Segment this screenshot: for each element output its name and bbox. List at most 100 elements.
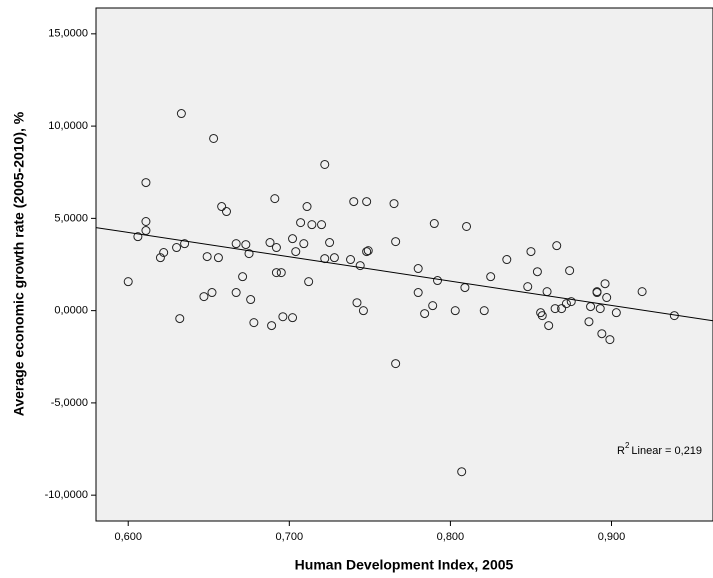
point <box>180 239 190 249</box>
x-tick-label: 0,600 <box>114 531 142 543</box>
point <box>637 287 647 297</box>
point <box>428 301 438 311</box>
point <box>420 309 430 319</box>
annotation-sup: 2 <box>625 441 630 450</box>
point <box>413 264 423 274</box>
point <box>265 238 275 248</box>
point <box>557 304 567 314</box>
point <box>566 297 576 307</box>
point <box>479 306 489 316</box>
point <box>462 221 472 231</box>
point <box>209 133 219 143</box>
point <box>532 267 542 277</box>
point <box>352 298 362 308</box>
point <box>271 268 281 278</box>
point <box>433 276 443 286</box>
y-tick-label: -5,0000 <box>51 397 88 409</box>
point <box>288 313 298 323</box>
point <box>270 194 280 204</box>
point <box>249 318 259 328</box>
point <box>175 314 185 324</box>
point <box>304 277 314 287</box>
point <box>561 299 571 309</box>
x-axis-title: Human Development Index, 2005 <box>295 557 514 573</box>
point <box>291 247 301 257</box>
point <box>231 288 241 298</box>
point <box>544 321 554 331</box>
point <box>155 253 165 263</box>
point <box>325 238 335 248</box>
point <box>302 202 312 212</box>
point <box>141 178 151 188</box>
y-tick-label: 15,0000 <box>48 28 88 40</box>
point <box>329 253 339 263</box>
point <box>391 359 401 369</box>
point <box>241 240 251 250</box>
y-tick-label: 5,0000 <box>54 212 88 224</box>
point <box>299 239 309 249</box>
point <box>133 232 143 242</box>
point <box>123 277 133 287</box>
point <box>231 239 241 249</box>
point <box>595 304 605 314</box>
point <box>526 247 536 257</box>
point <box>246 295 256 305</box>
point <box>597 329 607 339</box>
point <box>307 220 317 230</box>
point <box>457 467 467 477</box>
point <box>172 243 182 253</box>
y-tick-label: 10,0000 <box>48 120 88 132</box>
point <box>584 317 594 327</box>
fit-annotation: R2 Linear = 0,219 <box>617 441 702 457</box>
point <box>199 292 209 302</box>
point <box>552 241 562 251</box>
point <box>592 288 602 298</box>
point <box>346 255 356 265</box>
point <box>355 261 365 271</box>
point <box>389 199 399 209</box>
y-tick-label: -10,0000 <box>45 489 88 501</box>
y-tick-label: 0,0000 <box>54 305 88 317</box>
point <box>221 207 231 217</box>
y-axis-title: Average economic growth rate (2005-2010)… <box>11 111 27 416</box>
point <box>362 247 372 257</box>
x-tick-label: 0,900 <box>598 531 626 543</box>
point <box>537 311 547 321</box>
point <box>605 335 615 345</box>
point <box>276 268 286 278</box>
annotation-text: Linear = 0,219 <box>631 445 702 457</box>
point <box>429 219 439 229</box>
point <box>213 253 223 263</box>
point <box>602 293 612 303</box>
point <box>523 282 533 292</box>
point <box>288 234 298 244</box>
point <box>267 321 277 331</box>
point <box>141 217 151 227</box>
point <box>176 109 186 119</box>
point <box>320 159 330 169</box>
point <box>296 218 306 228</box>
point <box>362 197 372 207</box>
point <box>486 272 496 282</box>
plot-area <box>95 7 713 522</box>
point <box>358 306 368 316</box>
point <box>550 304 560 314</box>
point <box>363 246 373 256</box>
point <box>278 312 288 322</box>
point <box>202 252 212 262</box>
point <box>600 279 610 289</box>
point <box>611 308 621 318</box>
point <box>141 226 151 236</box>
x-tick-label: 0,800 <box>437 531 465 543</box>
point <box>317 220 327 230</box>
point <box>244 249 254 259</box>
point <box>271 243 281 253</box>
x-tick-label: 0,700 <box>276 531 304 543</box>
point <box>217 202 227 212</box>
point <box>565 266 575 276</box>
annotation-prefix: R <box>617 445 625 457</box>
point <box>349 197 359 207</box>
point <box>502 255 512 265</box>
point <box>413 288 423 298</box>
